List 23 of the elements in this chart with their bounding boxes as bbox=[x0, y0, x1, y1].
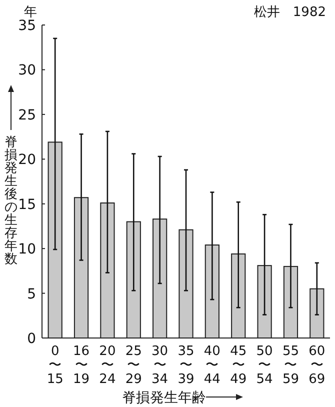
x-tick-label: 16〜19 bbox=[73, 344, 90, 387]
x-tick-label: 60〜69 bbox=[308, 344, 326, 387]
y-tick-label: 5 bbox=[27, 286, 36, 302]
y-tick-label: 20 bbox=[18, 152, 36, 168]
y-tick-label: 25 bbox=[18, 107, 36, 124]
text: 年 bbox=[24, 5, 37, 20]
y-tick-label: 15 bbox=[18, 196, 36, 213]
x-axis-title: 脊損発生年齢 bbox=[122, 390, 206, 406]
text: 脊損発生後の生存年数 bbox=[4, 135, 18, 267]
x-tick-label: 20〜24 bbox=[99, 344, 116, 387]
x-tick-label: 50〜54 bbox=[256, 344, 273, 387]
x-tick-label: 25〜29 bbox=[125, 344, 142, 387]
y-tick-label: 35 bbox=[18, 18, 36, 34]
x-tick-label: 0〜15 bbox=[46, 344, 64, 387]
x-tick-label: 35〜39 bbox=[178, 344, 194, 387]
x-tick-label: 40〜44 bbox=[204, 344, 220, 387]
x-tick-label: 55〜59 bbox=[282, 344, 299, 387]
y-tick-label: 30 bbox=[18, 62, 36, 79]
x-tick-label: 30〜34 bbox=[152, 344, 168, 387]
text: 松井 1982 bbox=[254, 5, 326, 20]
y-tick-label: 0 bbox=[27, 331, 36, 347]
y-tick-label: 10 bbox=[18, 242, 36, 258]
x-tick-label: 45〜49 bbox=[230, 344, 247, 387]
